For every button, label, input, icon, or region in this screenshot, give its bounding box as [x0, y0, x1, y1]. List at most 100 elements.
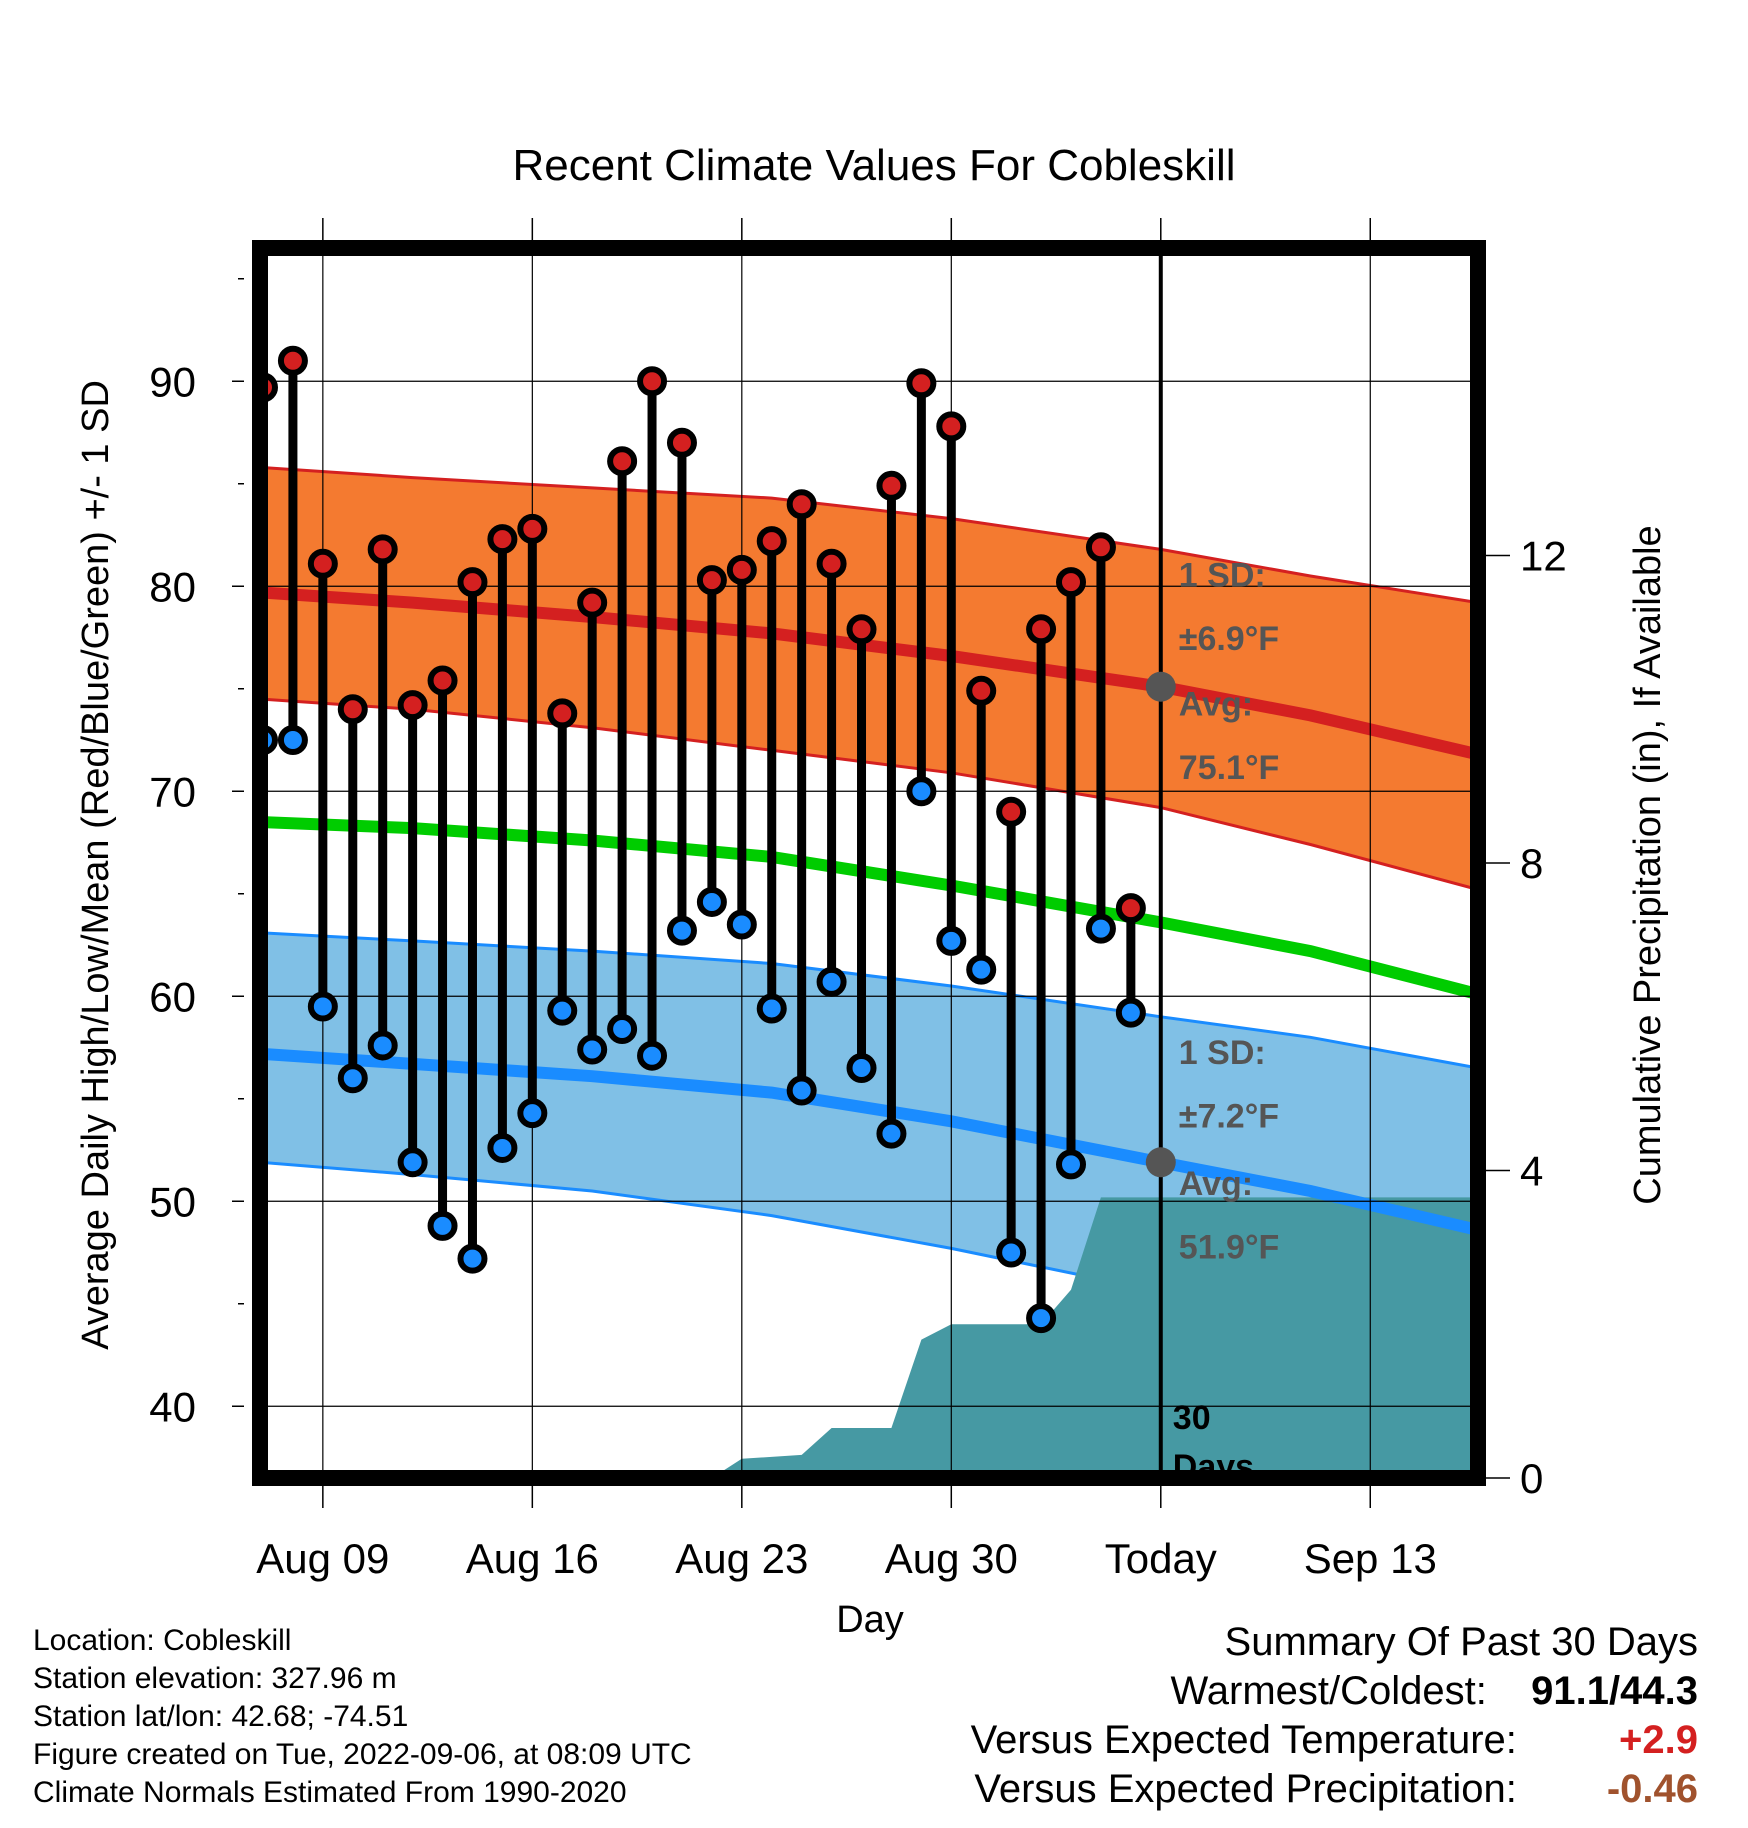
y-left-tick-label: 60: [149, 973, 196, 1020]
station-info: Location: Cobleskill Station elevation: …: [33, 1622, 692, 1812]
x-tick-label: Aug 30: [885, 1535, 1018, 1582]
daily-high-point: [1026, 614, 1057, 645]
daily-low-point: [547, 995, 578, 1026]
high-avg-value-annotation: 75.1°F: [1179, 749, 1280, 787]
daily-high-point: [397, 690, 428, 721]
low-sd-annotation: 1 SD:: [1179, 1034, 1266, 1072]
y-right-tick-label: 12: [1520, 533, 1567, 580]
daily-low-point: [277, 725, 308, 755]
daily-low-point: [876, 1118, 907, 1149]
plot-area: 1 SD: ±6.9°F Avg: 75.1°F 1 SD: ±7.2°F Avg: 51.9…: [149, 218, 1567, 1582]
created-text: Figure created on Tue, 2022-09-06, at 08…: [33, 1738, 692, 1771]
daily-high-point: [756, 526, 787, 557]
y-left-tick-label: 40: [149, 1383, 196, 1430]
high-band-upper-edge: [260, 465, 1478, 605]
precip-label: Versus Expected Precipitation:: [974, 1767, 1517, 1811]
daily-low-point: [487, 1132, 518, 1163]
temp-label: Versus Expected Temperature:: [970, 1718, 1517, 1762]
daily-low-point: [996, 1237, 1027, 1268]
daily-high-point: [457, 567, 488, 598]
y-left-tick-label: 70: [149, 768, 196, 815]
precip-row: Versus Expected Precipitation: -0.46: [971, 1765, 1698, 1814]
days-annotation-line1: 30: [1173, 1399, 1211, 1437]
daily-high-point: [637, 366, 668, 397]
daily-high-point: [696, 565, 727, 596]
daily-low-point: [846, 1053, 877, 1083]
daily-low-point: [696, 886, 727, 917]
daily-low-point: [637, 1040, 668, 1071]
daily-low-point: [367, 1030, 398, 1061]
x-tick-label: Aug 09: [256, 1535, 389, 1582]
daily-high-point: [577, 587, 608, 618]
x-tick-label: Sep 13: [1304, 1535, 1437, 1582]
daily-high-point: [906, 368, 937, 399]
high-sd-annotation: 1 SD:: [1179, 556, 1266, 594]
warm-cold-value: 91.1/44.3: [1531, 1669, 1698, 1713]
daily-low-point: [577, 1034, 608, 1065]
daily-low-point: [337, 1063, 368, 1094]
y-axis-right-label: Cumulative Precipitation (in), If Availa…: [1627, 525, 1669, 1204]
daily-high-point: [367, 534, 398, 565]
y-right-tick-label: 8: [1520, 840, 1543, 887]
low-sd-value-annotation: ±7.2°F: [1179, 1097, 1279, 1135]
low-avg-annotation: Avg:: [1179, 1165, 1253, 1203]
daily-high-point: [816, 548, 847, 579]
warm-cold-label: Warmest/Coldest:: [1170, 1669, 1487, 1713]
daily-low-point: [1056, 1149, 1087, 1180]
temp-value: +2.9: [1619, 1718, 1698, 1762]
daily-low-point: [1085, 913, 1116, 944]
daily-high-point: [337, 694, 368, 725]
plot-frame: [252, 240, 1486, 1486]
daily-low-point: [816, 966, 847, 997]
daily-low-point: [786, 1075, 817, 1106]
high-avg-annotation: Avg:: [1179, 685, 1253, 723]
precip-area: [711, 1197, 1478, 1478]
high-sd-band: [260, 467, 1478, 890]
daily-low-point: [397, 1147, 428, 1178]
plot-inner: [260, 248, 1478, 1478]
summary-title: Summary Of Past 30 Days: [1224, 1620, 1698, 1664]
daily-high-point: [966, 675, 997, 706]
daily-high-point: [1085, 532, 1116, 563]
today-high-avg-marker: [1145, 671, 1176, 702]
daily-low-point: [457, 1243, 488, 1274]
high-sd-value-annotation: ±6.9°F: [1179, 620, 1279, 658]
daily-low-point: [906, 776, 937, 807]
y-right-tick-label: 4: [1520, 1148, 1543, 1195]
daily-high-point: [1056, 567, 1087, 598]
daily-high-point: [666, 427, 697, 458]
daily-high-point: [846, 614, 877, 645]
x-tick-label: Aug 16: [466, 1535, 599, 1582]
location-text: Location: Cobleskill: [33, 1624, 292, 1657]
warm-cold-row: Warmest/Coldest: 91.1/44.3: [971, 1667, 1699, 1716]
daily-low-point: [607, 1014, 638, 1045]
daily-high-point: [547, 698, 578, 729]
daily-high-point: [996, 796, 1027, 827]
daily-high-point: [1115, 893, 1146, 924]
daily-low-point: [936, 925, 967, 956]
y-right-tick-label: 0: [1520, 1455, 1543, 1502]
elevation-text: Station elevation: 327.96 m: [33, 1662, 397, 1695]
daily-low-point: [666, 915, 697, 946]
daily-high-point: [726, 554, 757, 585]
y-left-tick-label: 90: [149, 358, 196, 405]
daily-high-point: [277, 345, 308, 376]
daily-high-point: [307, 548, 338, 579]
y-left-tick-label: 50: [149, 1178, 196, 1225]
summary-panel: Summary Of Past 30 Days Warmest/Coldest:…: [971, 1618, 1698, 1814]
temp-row: Versus Expected Temperature: +2.9: [971, 1716, 1698, 1765]
daily-high-point: [517, 513, 548, 544]
today-low-avg-marker: [1145, 1147, 1176, 1178]
precip-value: -0.46: [1606, 1767, 1698, 1811]
x-tick-label: Today: [1105, 1535, 1217, 1582]
y-left-tick-label: 80: [149, 563, 196, 610]
low-avg-value-annotation: 51.9°F: [1179, 1229, 1280, 1267]
daily-high-point: [936, 411, 967, 442]
daily-high-point: [786, 489, 817, 520]
daily-high-point: [427, 665, 458, 696]
latlon-text: Station lat/lon: 42.68; -74.51: [33, 1700, 409, 1733]
chart-title: Recent Climate Values For Cobleskill: [512, 141, 1235, 190]
daily-low-point: [756, 993, 787, 1024]
daily-low-point: [726, 909, 757, 940]
